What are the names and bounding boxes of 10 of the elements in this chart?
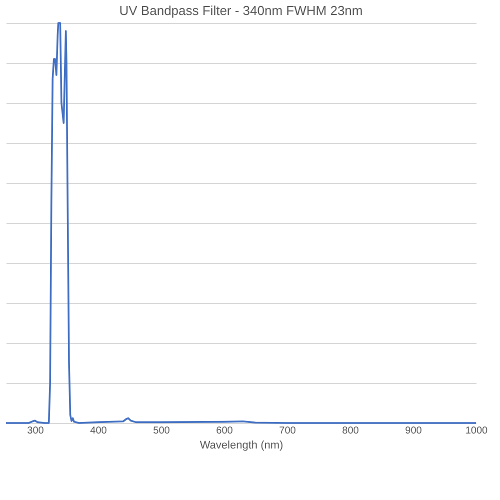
x-tick-label: 700	[279, 426, 296, 436]
x-tick-label: 900	[405, 426, 422, 436]
chart-title: UV Bandpass Filter - 340nm FWHM 23nm	[119, 3, 363, 18]
x-tick-label: 300	[27, 426, 44, 436]
x-tick-label: 1000	[465, 426, 488, 436]
x-axis-title: Wavelength (nm)	[200, 440, 284, 452]
x-tick-label: 600	[216, 426, 234, 436]
x-tick-label: 500	[153, 426, 170, 436]
x-tick-label: 800	[342, 426, 360, 436]
x-tick-label: 400	[90, 426, 108, 436]
